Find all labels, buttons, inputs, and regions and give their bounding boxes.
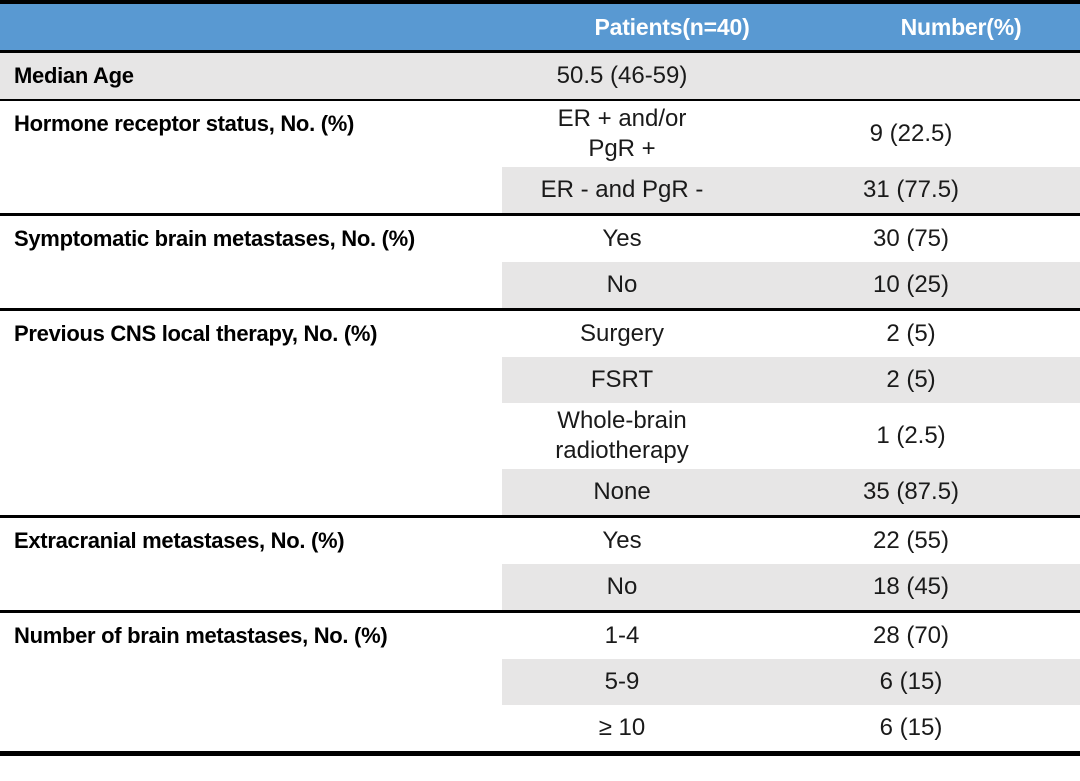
table-row: No 10 (25) xyxy=(502,262,1080,308)
patients-cell: ER + and/or PgR + xyxy=(557,105,687,162)
section-previous-cns-therapy: Previous CNS local therapy, No. (%) Surg… xyxy=(0,311,1080,518)
section-extracranial-metastases: Extracranial metastases, No. (%) Yes 22 … xyxy=(0,518,1080,613)
number-cell: 31 (77.5) xyxy=(742,167,1080,213)
table-row: No 18 (45) xyxy=(502,564,1080,610)
number-cell: 10 (25) xyxy=(742,262,1080,308)
table-row: FSRT 2 (5) xyxy=(502,357,1080,403)
header-patients: Patients(n=40) xyxy=(594,13,750,40)
header-number: Number(%) xyxy=(900,13,1022,40)
number-cell: 22 (55) xyxy=(872,527,950,554)
patients-cell: None xyxy=(502,469,742,515)
patients-cell: 5-9 xyxy=(502,659,742,705)
section-label: Extracranial metastases, No. (%) xyxy=(14,528,345,553)
number-cell: 35 (87.5) xyxy=(742,469,1080,515)
patients-cell: No xyxy=(502,262,742,308)
number-cell: 6 (15) xyxy=(742,659,1080,705)
patient-characteristics-table: Patients(n=40) Number(%) Median Age 50.5… xyxy=(0,0,1080,756)
patients-cell: 1-4 xyxy=(604,622,640,649)
table-row: ER - and PgR - 31 (77.5) xyxy=(502,167,1080,213)
patients-cell: Yes xyxy=(602,527,642,554)
section-label: Symptomatic brain metastases, No. (%) xyxy=(14,226,415,251)
table-row: ≥ 10 6 (15) xyxy=(502,705,1080,751)
patients-cell: No xyxy=(502,564,742,610)
section-label: Median Age xyxy=(14,63,134,88)
table-header-row: Patients(n=40) Number(%) xyxy=(0,0,1080,53)
table-row: ER + and/or PgR + 9 (22.5) xyxy=(502,101,1080,167)
table-row: Yes 22 (55) xyxy=(502,518,1080,564)
section-label: Previous CNS local therapy, No. (%) xyxy=(14,321,378,346)
section-label: Number of brain metastases, No. (%) xyxy=(14,623,388,648)
number-cell: 2 (5) xyxy=(742,357,1080,403)
number-cell: 28 (70) xyxy=(872,622,950,649)
number-cell: 6 (15) xyxy=(879,714,943,741)
patients-cell: FSRT xyxy=(502,357,742,403)
table-row: None 35 (87.5) xyxy=(502,469,1080,515)
number-cell: 18 (45) xyxy=(742,564,1080,610)
patients-cell: Yes xyxy=(602,225,642,252)
section-hormone-receptor: Hormone receptor status, No. (%) ER + an… xyxy=(0,101,1080,216)
number-cell: 30 (75) xyxy=(872,225,950,252)
number-cell: 1 (2.5) xyxy=(876,422,946,449)
patients-cell: 50.5 (46-59) xyxy=(556,62,688,89)
number-cell: 9 (22.5) xyxy=(869,120,953,147)
section-number-brain-metastases: Number of brain metastases, No. (%) 1-4 … xyxy=(0,613,1080,756)
patients-cell: ≥ 10 xyxy=(598,714,646,741)
patients-cell: Surgery xyxy=(579,320,665,347)
section-median-age: Median Age 50.5 (46-59) xyxy=(0,53,1080,101)
patients-cell: ER - and PgR - xyxy=(502,167,742,213)
table-row: Whole-brain radiotherapy 1 (2.5) xyxy=(502,403,1080,469)
section-symptomatic-brain-metastases: Symptomatic brain metastases, No. (%) Ye… xyxy=(0,216,1080,311)
number-cell xyxy=(742,53,1080,99)
number-cell: 2 (5) xyxy=(886,320,936,347)
table-row: Yes 30 (75) xyxy=(502,216,1080,262)
table-row: 5-9 6 (15) xyxy=(502,659,1080,705)
table-row: 1-4 28 (70) xyxy=(502,613,1080,659)
table-row: Surgery 2 (5) xyxy=(502,311,1080,357)
section-label: Hormone receptor status, No. (%) xyxy=(14,111,355,136)
table-row: 50.5 (46-59) xyxy=(502,53,1080,99)
patients-cell: Whole-brain radiotherapy xyxy=(555,407,689,464)
